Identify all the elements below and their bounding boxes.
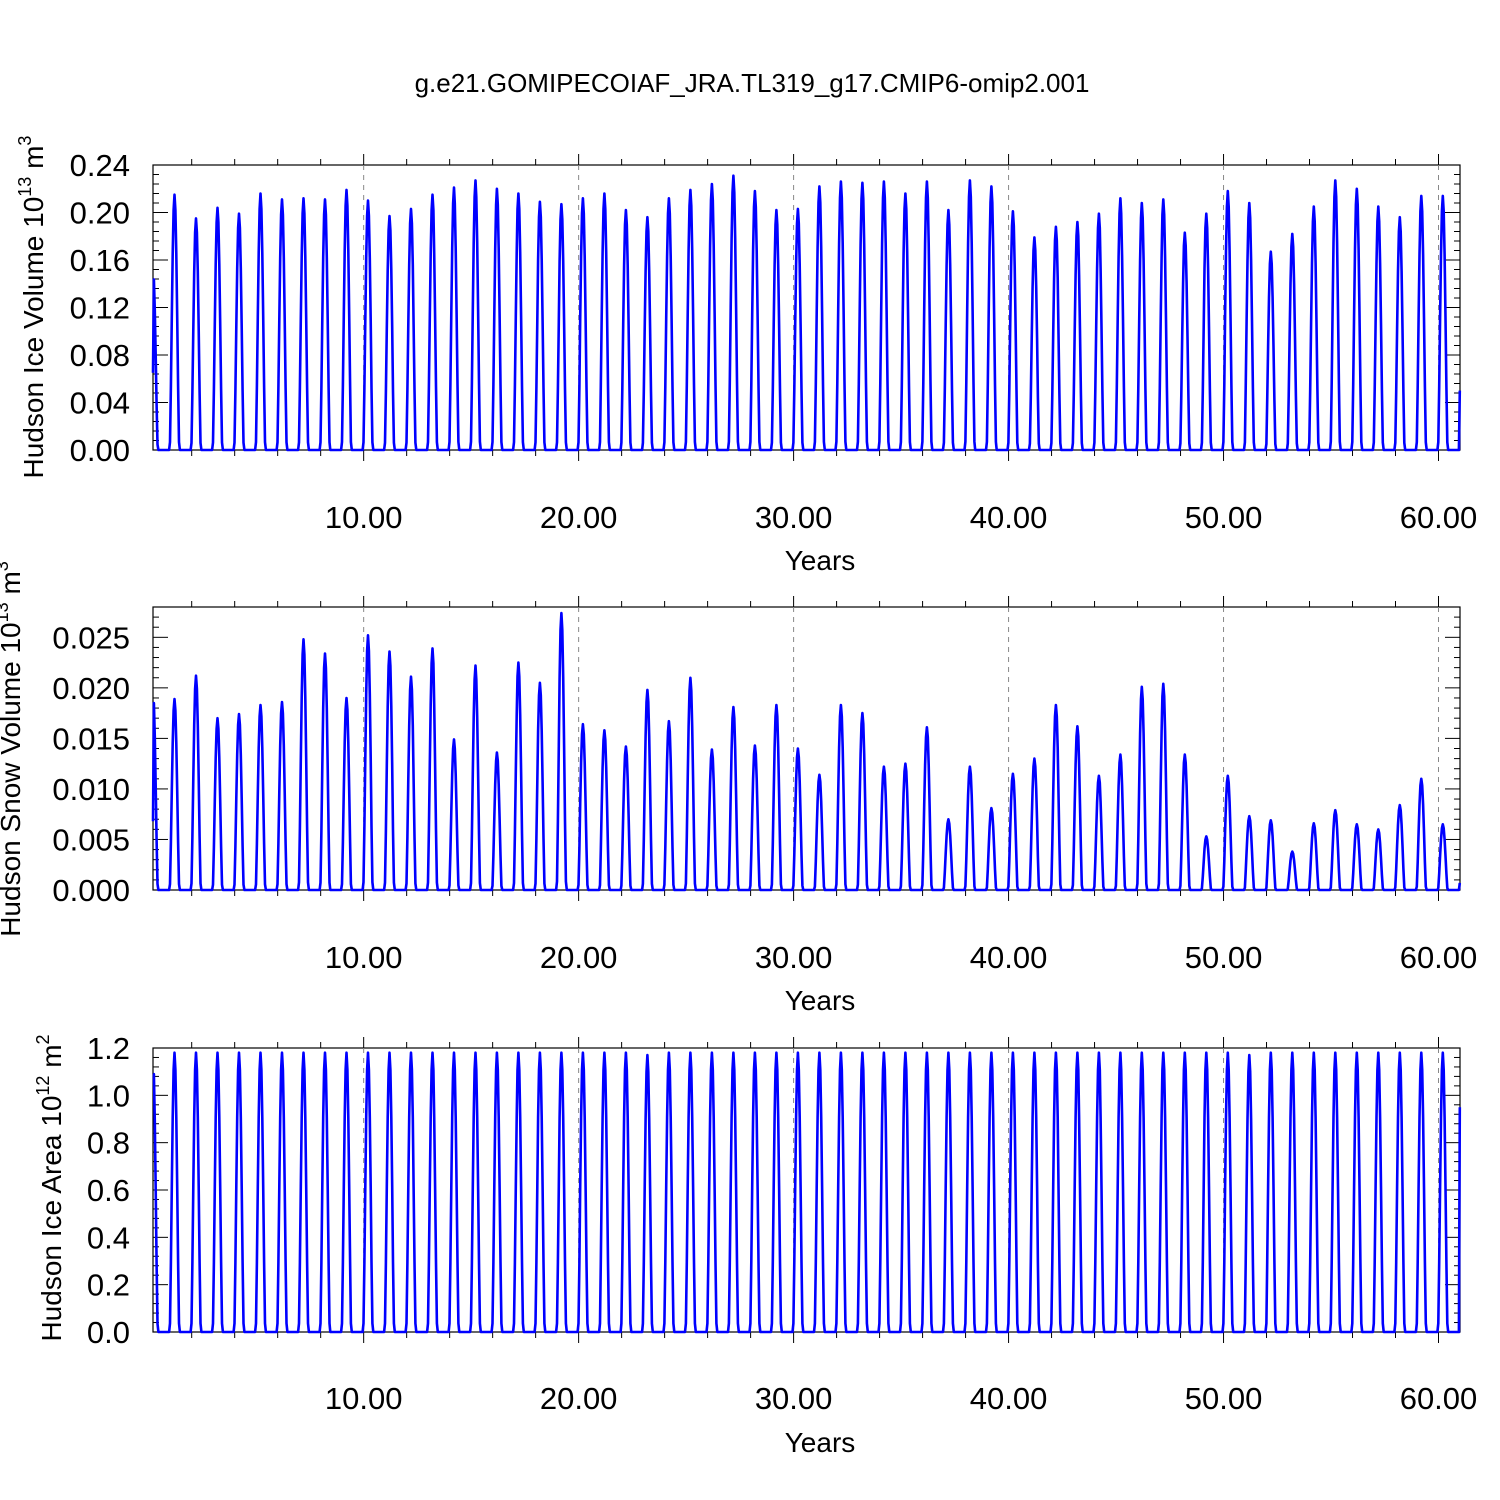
ice-volume-y-tick-label: 0.08 — [70, 338, 130, 373]
ice-area-y-tick-label: 0.8 — [87, 1126, 130, 1161]
ice-area-y-tick-label: 0.0 — [87, 1315, 130, 1350]
ice-volume-x-tick-label: 20.00 — [540, 500, 618, 535]
ice-volume-x-tick-label: 10.00 — [325, 500, 403, 535]
ice-area-y-tick-label: 1.2 — [87, 1031, 130, 1066]
ice-area-y-tick-label: 1.0 — [87, 1078, 130, 1113]
snow-volume-y-axis-title: Hudson Snow Volume 1013 m3 — [0, 561, 26, 937]
ice-volume-x-tick-label: 40.00 — [970, 500, 1048, 535]
ice-area-y-tick-label: 0.6 — [87, 1173, 130, 1208]
snow-volume-x-tick-label: 30.00 — [755, 940, 833, 975]
snow-volume-y-tick-label: 0.025 — [52, 620, 130, 655]
ice-volume-y-axis-title: Hudson Ice Volume 1013 m3 — [15, 136, 49, 479]
ice-area-x-tick-label: 10.00 — [325, 1381, 403, 1416]
ice-area-x-tick-label: 60.00 — [1400, 1381, 1478, 1416]
snow-volume-y-tick-label: 0.010 — [52, 772, 130, 807]
ice-volume-x-tick-label: 30.00 — [755, 500, 833, 535]
ice-area-y-tick-label: 0.4 — [87, 1220, 130, 1255]
snow-volume-x-tick-label: 40.00 — [970, 940, 1048, 975]
ice-volume-y-tick-label: 0.04 — [70, 386, 130, 421]
snow-volume-y-tick-label: 0.020 — [52, 671, 130, 706]
snow-volume-x-tick-label: 10.00 — [325, 940, 403, 975]
ice-volume-y-tick-label: 0.00 — [70, 433, 130, 468]
snow-volume-panel: Years Hudson Snow Volume 1013 m3 10.00 20… — [0, 561, 1477, 1016]
snow-volume-x-tick-label: 20.00 — [540, 940, 618, 975]
ice-area-series-line — [152, 1051, 1462, 1334]
ice-area-x-tick-label: 40.00 — [970, 1381, 1048, 1416]
ice-volume-y-tick-label: 0.24 — [70, 148, 130, 183]
ice-volume-x-tick-label: 50.00 — [1185, 500, 1263, 535]
ice-volume-panel: Years Hudson Ice Volume 1013 m3 10.00 20.… — [15, 136, 1477, 576]
ice-area-x-tick-label: 30.00 — [755, 1381, 833, 1416]
ice-volume-x-tick-label: 60.00 — [1400, 500, 1478, 535]
ice-area-y-axis-title: Hudson Ice Area 1012 m2 — [33, 1034, 67, 1341]
figure-title: g.e21.GOMIPECOIAF_JRA.TL319_g17.CMIP6-om… — [415, 68, 1090, 98]
snow-volume-series-line — [151, 611, 1462, 892]
snow-volume-x-tick-label: 60.00 — [1400, 940, 1478, 975]
ice-volume-y-tick-label: 0.16 — [70, 243, 130, 278]
ice-volume-y-tick-label: 0.20 — [70, 196, 130, 231]
ice-area-x-tick-label: 50.00 — [1185, 1381, 1263, 1416]
ice-volume-series-line — [151, 174, 1462, 452]
snow-volume-x-tick-label: 50.00 — [1185, 940, 1263, 975]
ice-volume-y-tick-label: 0.12 — [70, 291, 130, 326]
ice-area-y-tick-label: 0.2 — [87, 1268, 130, 1303]
ice-volume-x-axis-title: Years — [785, 545, 856, 576]
snow-volume-y-tick-label: 0.000 — [52, 873, 130, 908]
ice-area-x-tick-label: 20.00 — [540, 1381, 618, 1416]
snow-volume-x-axis-title: Years — [785, 985, 856, 1016]
ice-area-x-axis-title: Years — [785, 1427, 856, 1458]
ice-area-panel: Years Hudson Ice Area 1012 m2 10.00 20.00… — [33, 1031, 1477, 1458]
snow-volume-y-tick-label: 0.015 — [52, 721, 130, 756]
snow-volume-y-tick-label: 0.005 — [52, 822, 130, 857]
